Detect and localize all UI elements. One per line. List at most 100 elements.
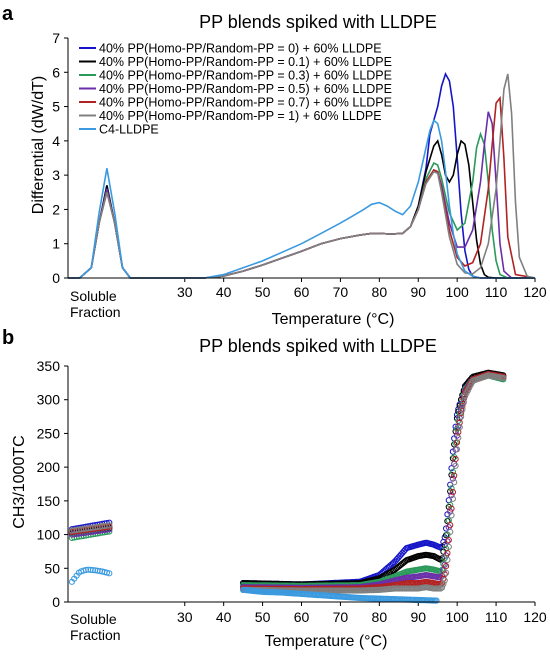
panel-a-series-line-6	[68, 118, 535, 279]
panel-b-point	[106, 570, 113, 577]
panel-a-legend-entry-4: 40% PP(Homo-PP/Random-PP = 0.7) + 60% LL…	[99, 96, 392, 110]
panel-b-point	[103, 569, 111, 576]
panel-b-point	[437, 556, 444, 563]
panel-a-y-tick-label: 7	[52, 30, 60, 46]
panel-b-x-tick-label: 120	[523, 609, 547, 625]
panel-a-x-axis-label: Temperature (°C)	[272, 311, 395, 328]
panel-a-y-tick-label: 0	[52, 270, 60, 286]
panel-b-y-tick-label: 350	[37, 358, 61, 374]
panel-b-point	[106, 522, 113, 529]
panel-a-y-tick-label: 4	[52, 133, 60, 149]
panel-b-point	[455, 423, 462, 430]
panel-label-b: b	[2, 327, 14, 349]
panel-a-ticks: 0 1 2 3 4 5 6 7 30 40 50 60 70 80 90 100 110 120	[52, 30, 547, 300]
panel-b-point	[451, 479, 458, 486]
panel-b-point	[448, 512, 455, 519]
panel-b-series-1	[68, 369, 507, 588]
panel-a-x-tick-label: 60	[294, 284, 310, 300]
panel-a-x-tick-label: 110	[485, 284, 508, 300]
panel-b-point	[448, 505, 455, 512]
panel-b-title: PP blends spiked with LLDPE	[199, 336, 437, 356]
panel-a-series-line-2	[68, 131, 535, 279]
panel-b-point	[94, 567, 101, 574]
panel-b-x-tick-label: 30	[177, 609, 193, 625]
panel-a-legend: 40% PP(Homo-PP/Random-PP = 0) + 60% LLDP…	[79, 42, 392, 137]
panel-b-point	[445, 537, 452, 544]
panel-b-x-tick-label: 80	[372, 609, 388, 625]
panel-b-x-tick-label: 100	[445, 609, 469, 625]
panel-b-point	[447, 508, 454, 515]
panel-b-point	[73, 526, 80, 534]
panel-label-a: a	[2, 3, 14, 25]
panel-b-point	[456, 424, 463, 431]
panel-a-x-tick-label: 100	[445, 284, 469, 300]
panel-b-point	[445, 543, 452, 551]
panel-a-legend-entry-1: 40% PP(Homo-PP/Random-PP = 0.1) + 60% LL…	[99, 55, 392, 69]
panel-b-point	[500, 374, 507, 382]
panel-b-point	[103, 522, 111, 529]
panel-b-point	[449, 489, 456, 496]
panel-b-y-tick-label: 100	[37, 527, 61, 543]
panel-a-soluble-label: Soluble	[70, 288, 117, 304]
panel-b-point	[449, 475, 456, 482]
panel-b-x-tick-label: 50	[255, 609, 271, 625]
panel-b-point	[456, 419, 463, 426]
panel-b-x-tick-label: 60	[294, 609, 310, 625]
panel-b-y-tick-label: 250	[37, 425, 61, 441]
panel-b-point	[443, 569, 450, 576]
panel-b-y-axis-label: CH3/1000TC	[11, 435, 28, 528]
panel-a-y-tick-label: 3	[52, 167, 60, 183]
panel-b-point	[440, 580, 447, 588]
panel-b-point	[459, 403, 466, 410]
panel-b-point	[459, 406, 466, 413]
panel-b-y-tick-label: 50	[44, 560, 60, 576]
panel-a-fraction-label: Fraction	[70, 304, 121, 320]
panel-a-y-tick-label: 6	[52, 64, 60, 80]
panel-b-point	[444, 556, 451, 564]
panel-b-point	[448, 471, 455, 478]
panel-a-x-tick-label: 90	[410, 284, 426, 300]
panel-b-x-tick-label: 90	[410, 609, 426, 625]
panel-b-point	[455, 434, 462, 441]
panel-b-point	[437, 581, 444, 588]
panel-b-point	[447, 488, 454, 495]
panel-a-title: PP blends spiked with LLDPE	[199, 12, 437, 32]
panel-b-point	[441, 571, 448, 578]
panel-b-soluble-label: Soluble	[70, 611, 117, 627]
panel-b-point	[437, 585, 444, 592]
panel-b-fraction-label: Fraction	[70, 627, 121, 643]
panel-b-point	[444, 550, 451, 557]
panel-b-point	[449, 495, 456, 502]
panel-a-y-axis-label: Differential (dW/dT)	[30, 76, 47, 214]
panel-b-point	[447, 501, 454, 508]
panel-b-point	[460, 395, 467, 403]
panel-b-point	[87, 566, 94, 574]
panel-a: a PP blends spiked with LLDPE Differenti…	[2, 3, 547, 328]
panel-b-series-6	[68, 566, 440, 604]
panel-b-x-tick-label: 40	[216, 609, 232, 625]
panel-a-y-tick-label: 5	[52, 99, 60, 115]
panel-b-point	[452, 462, 459, 469]
panel-b-x-tick-label: 70	[333, 609, 349, 625]
panel-b-point	[448, 492, 455, 499]
panel-b-point	[443, 563, 450, 570]
panel-b-point	[451, 472, 458, 479]
panel-a-y-tick-label: 1	[52, 236, 60, 252]
panel-b-point	[447, 522, 454, 529]
panel-b-point	[437, 574, 444, 581]
panel-b-point	[452, 456, 459, 463]
panel-b-x-tick-label: 110	[485, 609, 508, 625]
panel-b-y-tick-label: 150	[37, 493, 61, 509]
panel-b: b PP blends spiked with LLDPE CH3/1000TC…	[2, 327, 547, 650]
panel-b-point	[449, 468, 456, 475]
panel-b-point	[448, 485, 455, 492]
panel-a-series-line-1	[68, 139, 535, 279]
panel-b-point	[87, 524, 94, 532]
panel-b-point	[441, 561, 448, 568]
panel-b-point	[438, 584, 446, 591]
panel-a-y-tick-label: 2	[52, 201, 60, 217]
panel-b-point	[433, 597, 440, 604]
panel-a-x-tick-label: 30	[177, 284, 193, 300]
panel-a-legend-entry-5: 40% PP(Homo-PP/Random-PP = 1) + 60% LLDP…	[99, 109, 382, 123]
